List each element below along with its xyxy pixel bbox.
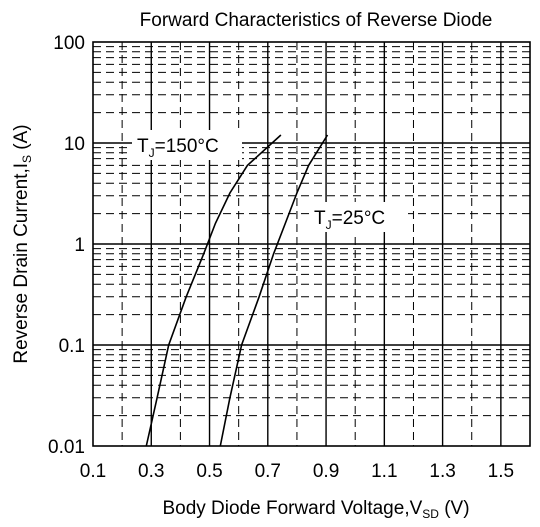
y-axis-label-main: Reverse Drain Current,I xyxy=(11,163,32,364)
x-tick-label: 0.9 xyxy=(313,461,339,482)
svg-text:TJ=150°C: TJ=150°C xyxy=(137,136,219,160)
chart-title: Forward Characteristics of Reverse Diode xyxy=(140,10,493,31)
x-tick-label: 0.7 xyxy=(255,461,281,482)
y-tick-label: 0.1 xyxy=(59,336,85,357)
series-line-1 xyxy=(219,134,329,447)
curves xyxy=(145,134,329,447)
curve-label-150c-sub: J xyxy=(149,146,155,160)
x-axis-label: Body Diode Forward Voltage,VSD (V) xyxy=(162,498,469,521)
y-tick-label: 1 xyxy=(74,235,85,256)
curve-label-150c: TJ=150°C xyxy=(132,130,242,160)
y-tick-labels: 100 10 1 0.1 0.01 xyxy=(48,33,85,458)
y-tick-label: 10 xyxy=(64,134,85,155)
curve-label-150c-rest: =150°C xyxy=(155,136,219,157)
y-axis-label-unit: (A) xyxy=(11,124,32,155)
grid xyxy=(93,42,530,446)
plot-frame xyxy=(92,41,531,447)
curve-label-25c-bg xyxy=(310,202,408,232)
x-tick-label: 1.3 xyxy=(429,461,455,482)
curve-label-25c: TJ=25°C xyxy=(310,202,408,232)
curve-label-150c-t: T xyxy=(137,136,149,157)
y-axis-label-sub: S xyxy=(20,155,34,163)
x-axis-label-main: Body Diode Forward Voltage,V xyxy=(162,498,422,519)
y-axis-label: Reverse Drain Current,IS (A) xyxy=(11,124,34,363)
svg-text:TJ=25°C: TJ=25°C xyxy=(314,208,385,232)
x-tick-label: 1.5 xyxy=(488,461,514,482)
series-line-0 xyxy=(145,134,282,447)
x-axis-label-sub: SD xyxy=(422,507,439,521)
x-axis-label-unit: (V) xyxy=(439,498,470,519)
x-tick-labels: 0.1 0.3 0.5 0.7 0.9 1.1 1.3 1.5 xyxy=(80,461,514,482)
curve-label-25c-sub: J xyxy=(326,218,332,232)
y-tick-label: 0.01 xyxy=(48,437,85,458)
y-tick-label: 100 xyxy=(53,33,85,54)
x-tick-label: 0.3 xyxy=(138,461,164,482)
x-tick-label: 0.1 xyxy=(80,461,106,482)
curve-label-150c-bg xyxy=(132,130,242,160)
curve-label-25c-rest: =25°C xyxy=(332,208,386,229)
x-tick-label: 1.1 xyxy=(371,461,397,482)
curve-label-25c-t: T xyxy=(314,208,326,229)
x-tick-label: 0.5 xyxy=(196,461,222,482)
